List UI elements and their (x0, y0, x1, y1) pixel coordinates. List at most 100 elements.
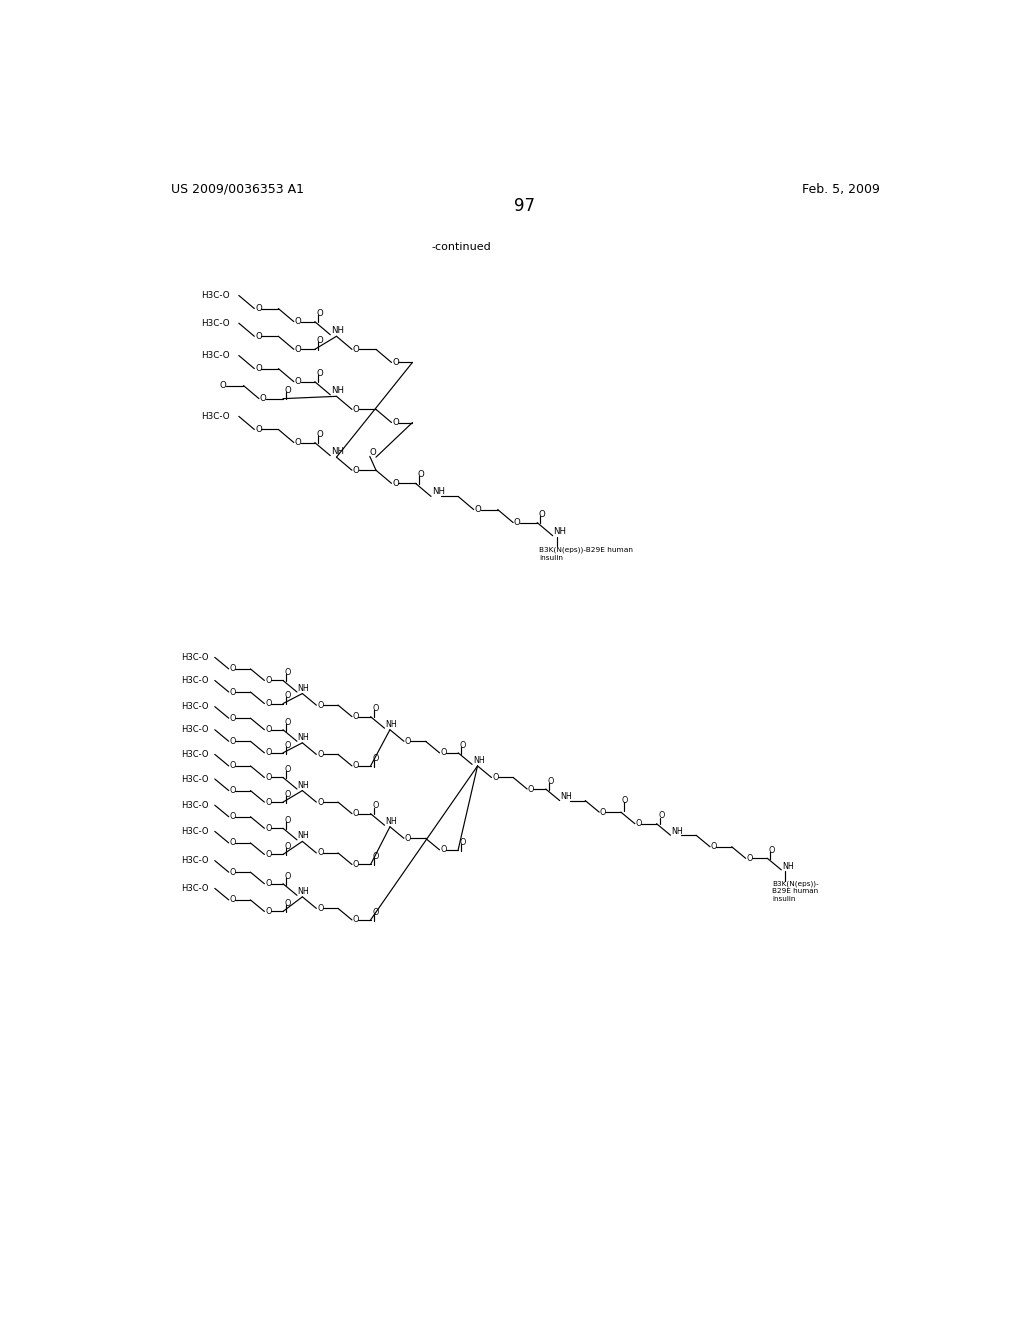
Text: NH: NH (331, 326, 344, 334)
Text: O: O (265, 824, 271, 833)
Text: O: O (372, 853, 379, 861)
Text: O: O (317, 904, 324, 913)
Text: NH: NH (554, 527, 566, 536)
Text: 97: 97 (514, 197, 536, 215)
Text: H3C-O: H3C-O (180, 826, 208, 836)
Text: O: O (316, 309, 324, 318)
Text: NH: NH (298, 684, 309, 693)
Text: O: O (352, 466, 359, 475)
Text: O: O (404, 834, 411, 842)
Text: H3C-O: H3C-O (180, 750, 208, 759)
Text: O: O (769, 846, 775, 855)
Text: O: O (229, 838, 236, 847)
Text: H3C-O: H3C-O (202, 318, 230, 327)
Text: insulin: insulin (772, 896, 796, 902)
Text: O: O (295, 345, 301, 354)
Text: O: O (392, 479, 399, 488)
Text: H3C-O: H3C-O (202, 290, 230, 300)
Text: O: O (229, 688, 236, 697)
Text: B3K(N(eps))-B29E human: B3K(N(eps))-B29E human (539, 546, 633, 553)
Text: O: O (404, 737, 411, 746)
Text: O: O (285, 741, 291, 750)
Text: O: O (285, 842, 291, 851)
Text: O: O (295, 438, 301, 447)
Text: O: O (440, 845, 446, 854)
Text: O: O (417, 470, 424, 479)
Text: O: O (372, 705, 379, 713)
Text: O: O (285, 816, 291, 825)
Text: O: O (460, 741, 466, 750)
Text: O: O (316, 337, 324, 346)
Text: O: O (317, 849, 324, 858)
Text: H3C-O: H3C-O (180, 857, 208, 865)
Text: O: O (622, 796, 628, 805)
Text: O: O (229, 895, 236, 904)
Text: H3C-O: H3C-O (180, 884, 208, 892)
Text: O: O (352, 809, 359, 818)
Text: O: O (255, 304, 262, 313)
Text: O: O (260, 395, 266, 403)
Text: NH: NH (298, 780, 309, 789)
Text: -continued: -continued (431, 242, 492, 252)
Text: O: O (265, 748, 271, 758)
Text: O: O (372, 754, 379, 763)
Text: O: O (547, 777, 554, 785)
Text: O: O (352, 916, 359, 924)
Text: H3C-O: H3C-O (180, 725, 208, 734)
Text: O: O (392, 418, 399, 426)
Text: O: O (658, 812, 665, 821)
Text: O: O (285, 692, 291, 701)
Text: O: O (493, 774, 499, 781)
Text: O: O (285, 385, 291, 395)
Text: O: O (352, 762, 359, 771)
Text: NH: NH (672, 826, 683, 836)
Text: O: O (746, 854, 753, 863)
Text: NH: NH (298, 733, 309, 742)
Text: O: O (295, 378, 301, 387)
Text: H3C-O: H3C-O (180, 801, 208, 809)
Text: O: O (352, 405, 359, 414)
Text: O: O (229, 737, 236, 746)
Text: O: O (265, 774, 271, 781)
Text: O: O (317, 797, 324, 807)
Text: O: O (265, 879, 271, 888)
Text: NH: NH (298, 887, 309, 896)
Text: O: O (317, 750, 324, 759)
Text: O: O (229, 787, 236, 795)
Text: O: O (265, 700, 271, 708)
Text: Feb. 5, 2009: Feb. 5, 2009 (802, 182, 880, 195)
Text: O: O (285, 899, 291, 908)
Text: O: O (285, 668, 291, 677)
Text: O: O (229, 714, 236, 722)
Text: US 2009/0036353 A1: US 2009/0036353 A1 (171, 182, 304, 195)
Text: O: O (285, 718, 291, 726)
Text: O: O (600, 808, 606, 817)
Text: H3C-O: H3C-O (180, 676, 208, 685)
Text: O: O (372, 801, 379, 810)
Text: O: O (219, 381, 226, 389)
Text: O: O (711, 842, 717, 851)
Text: O: O (255, 331, 262, 341)
Text: O: O (528, 784, 535, 793)
Text: O: O (440, 748, 446, 758)
Text: NH: NH (385, 817, 397, 826)
Text: NH: NH (298, 832, 309, 841)
Text: O: O (352, 345, 359, 354)
Text: O: O (265, 907, 271, 916)
Text: insulin: insulin (539, 554, 563, 561)
Text: O: O (460, 838, 466, 846)
Text: O: O (352, 861, 359, 869)
Text: O: O (316, 368, 324, 378)
Text: O: O (229, 867, 236, 876)
Text: O: O (474, 506, 481, 513)
Text: O: O (285, 789, 291, 799)
Text: NH: NH (385, 719, 397, 729)
Text: H3C-O: H3C-O (180, 775, 208, 784)
Text: NH: NH (432, 487, 444, 496)
Text: NH: NH (473, 756, 484, 766)
Text: NH: NH (560, 792, 572, 801)
Text: O: O (265, 797, 271, 807)
Text: O: O (317, 701, 324, 710)
Text: O: O (636, 820, 642, 828)
Text: O: O (265, 850, 271, 859)
